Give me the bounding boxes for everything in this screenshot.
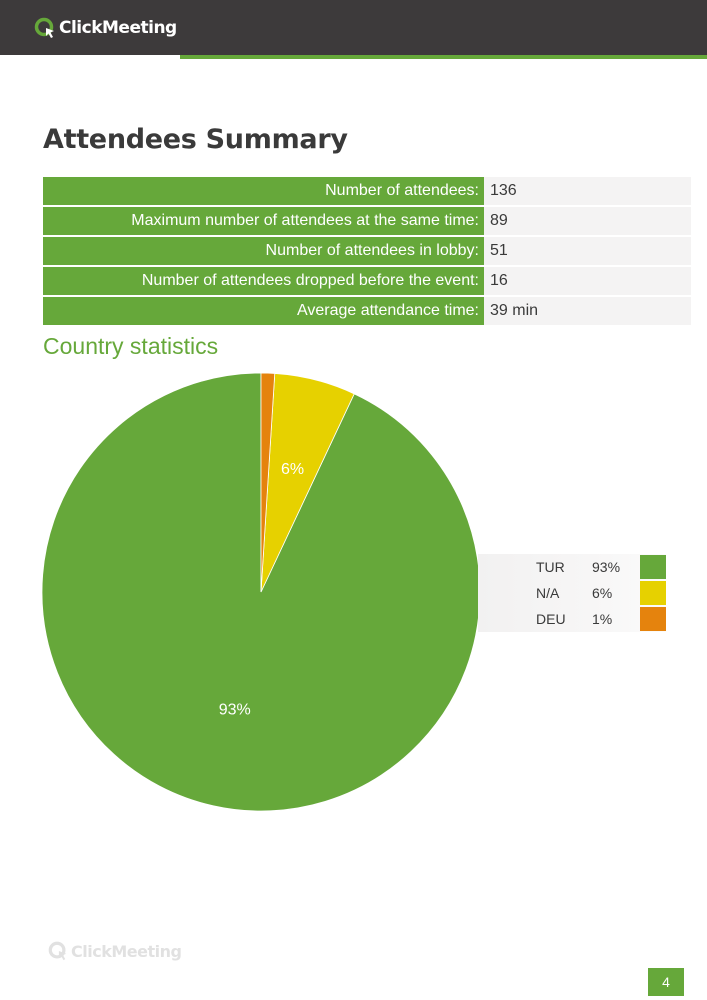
summary-value: 16 bbox=[484, 266, 691, 297]
legend-percent: 6% bbox=[592, 585, 613, 601]
summary-value: 51 bbox=[484, 236, 691, 267]
legend-percent: 1% bbox=[592, 611, 613, 627]
footer-logo: ClickMeeting bbox=[48, 939, 182, 963]
legend-percent: 93% bbox=[592, 559, 621, 575]
legend-code: TUR bbox=[536, 559, 565, 575]
pie-slice-deu bbox=[260, 372, 276, 593]
legend-swatch-tur bbox=[640, 555, 666, 579]
pie-legend: TUR 93% N/A 6% DEU 1% bbox=[478, 554, 666, 632]
header-bar bbox=[0, 0, 707, 55]
legend-code: DEU bbox=[536, 611, 566, 627]
summary-value: 136 bbox=[484, 177, 691, 207]
summary-value: 89 bbox=[484, 206, 691, 237]
footer-logo-text: ClickMeeting bbox=[71, 941, 182, 961]
page-title: Attendees Summary bbox=[43, 124, 348, 155]
summary-label: Number of attendees dropped before the e… bbox=[43, 266, 484, 297]
legend-swatch-na bbox=[640, 581, 666, 605]
pie-slice-label: 93% bbox=[219, 702, 251, 719]
clickmeeting-footer-logo-icon bbox=[48, 941, 67, 961]
attendees-summary-table: Number of attendees: 136 Maximum number … bbox=[43, 177, 691, 327]
table-row: Number of attendees dropped before the e… bbox=[43, 266, 691, 297]
pie-slice-na bbox=[260, 373, 355, 593]
table-row: Number of attendees in lobby: 51 bbox=[43, 236, 691, 267]
legend-item-tur: TUR 93% bbox=[478, 554, 666, 580]
summary-label: Average attendance time: bbox=[43, 296, 484, 327]
summary-label: Number of attendees in lobby: bbox=[43, 236, 484, 267]
legend-item-deu: DEU 1% bbox=[478, 606, 666, 632]
country-statistics-title: Country statistics bbox=[43, 333, 219, 359]
summary-value: 39 min bbox=[484, 296, 691, 327]
summary-label: Maximum number of attendees at the same … bbox=[43, 206, 484, 237]
clickmeeting-logo-icon bbox=[34, 17, 54, 38]
page-number: 4 bbox=[648, 968, 684, 996]
legend-item-na: N/A 6% bbox=[478, 580, 666, 606]
table-row: Maximum number of attendees at the same … bbox=[43, 206, 691, 237]
summary-label: Number of attendees: bbox=[43, 177, 484, 207]
table-row: Average attendance time: 39 min bbox=[43, 296, 691, 327]
pie-slice-tur bbox=[41, 372, 481, 812]
table-row: Number of attendees: 136 bbox=[43, 177, 691, 207]
header-accent-line bbox=[180, 55, 707, 59]
legend-swatch-deu bbox=[640, 607, 666, 631]
pie-slice-label: 6% bbox=[281, 461, 304, 478]
brand-logo: ClickMeeting bbox=[34, 15, 177, 41]
brand-logo-text: ClickMeeting bbox=[59, 18, 177, 38]
legend-code: N/A bbox=[536, 585, 560, 601]
